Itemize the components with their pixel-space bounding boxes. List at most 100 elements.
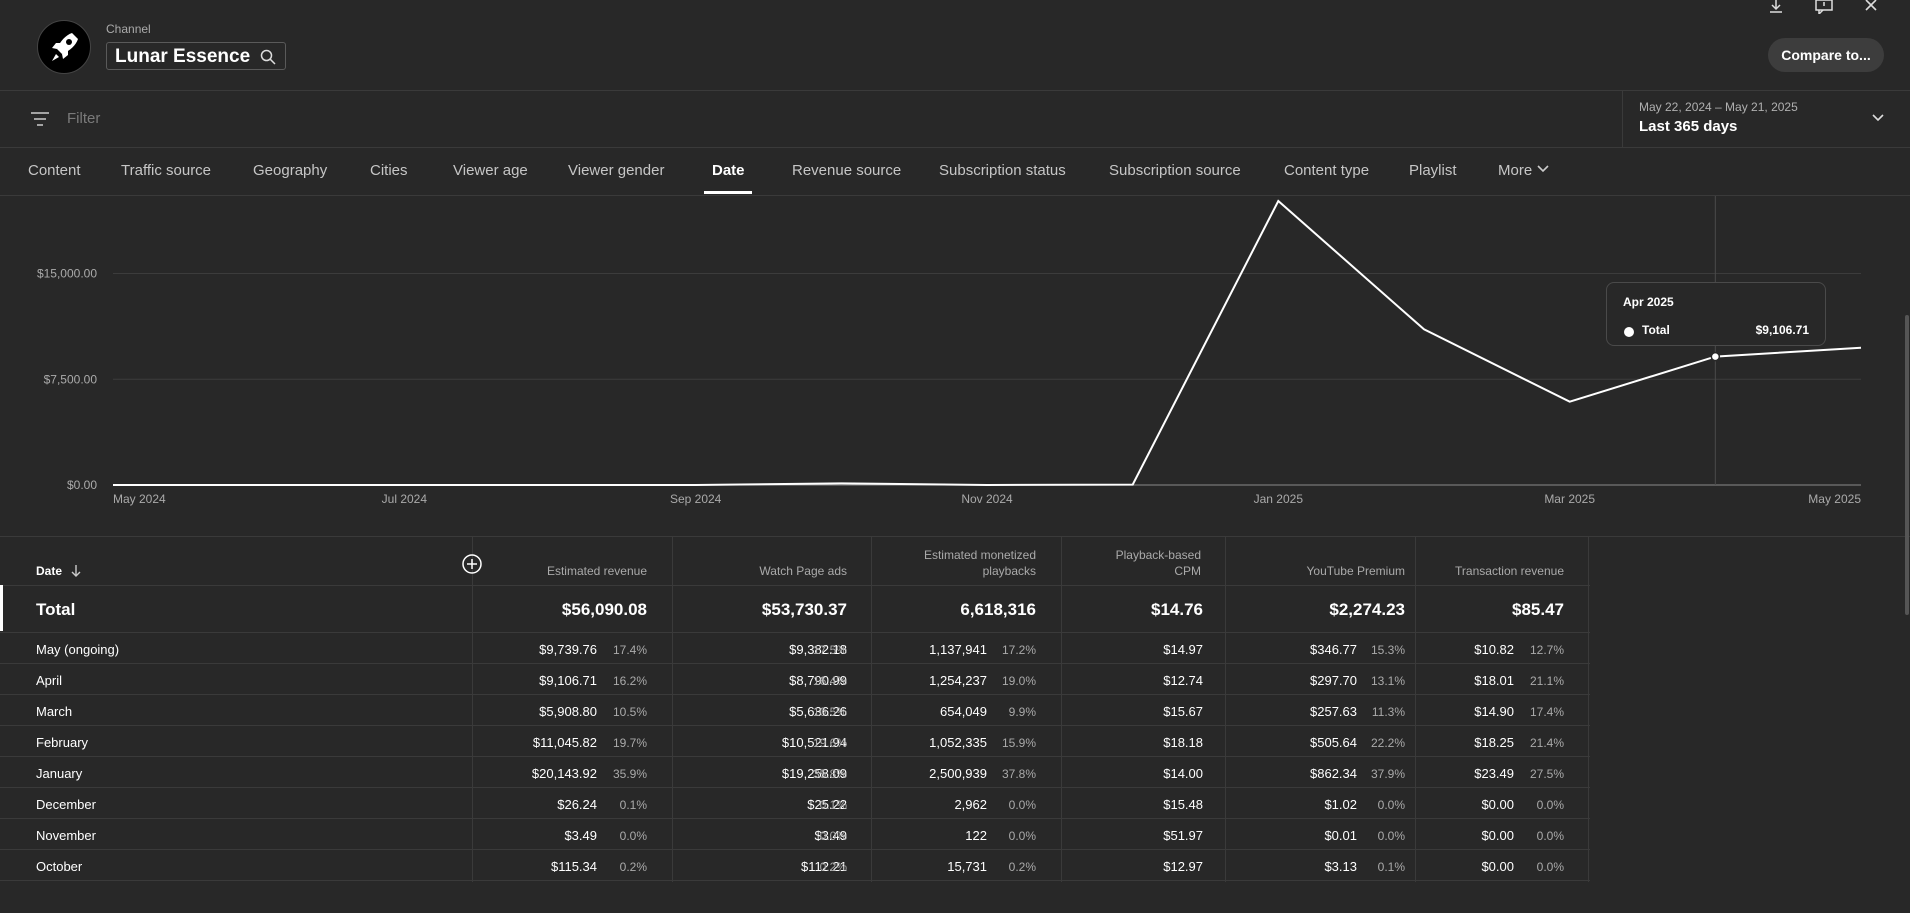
column-header[interactable]: YouTube Premium: [1205, 563, 1406, 579]
revenue-line-chart: $0.00 $7,500.00 $15,000.00 May 2024 Jul 2024…: [37, 196, 1862, 506]
column-divider: [472, 537, 473, 882]
date-period-text: Last 365 days: [1639, 118, 1738, 135]
table-cell-percent: 21.1%: [1529, 674, 1564, 688]
tab-date[interactable]: Date: [712, 162, 745, 179]
total-row-label: Total: [36, 600, 76, 619]
tab-cities[interactable]: Cities: [370, 162, 408, 179]
table-cell-percent: 0.0%: [1536, 860, 1564, 874]
rocket-avatar-icon: [52, 33, 78, 61]
column-header[interactable]: Estimated monetized playbacks: [836, 547, 1036, 579]
table-cell-value: $3.49: [564, 828, 597, 843]
total-value: $53,730.37: [761, 600, 847, 619]
date-column-header[interactable]: Date: [36, 564, 63, 578]
table-cell-percent: 17.4%: [612, 643, 647, 657]
column-header[interactable]: Playback-based CPM: [1001, 547, 1201, 579]
tab-more[interactable]: More: [1498, 162, 1533, 179]
sort-descending-icon[interactable]: [70, 564, 82, 578]
channel-name: Lunar Essence: [115, 46, 251, 67]
compare-to-button[interactable]: Compare to...: [1768, 38, 1884, 72]
table-cell-value: $14.97: [1163, 642, 1203, 657]
row-divider: [0, 849, 1590, 850]
series-dot-icon: [1624, 327, 1634, 337]
tab-content[interactable]: Content: [28, 162, 81, 179]
row-divider: [0, 818, 1590, 819]
total-value: $14.76: [1151, 600, 1203, 619]
search-icon[interactable]: [260, 49, 276, 65]
row-divider: [0, 694, 1590, 695]
table-row-label[interactable]: October: [36, 859, 83, 874]
table-cell-value: $19,258.09: [781, 766, 847, 781]
column-divider: [871, 537, 872, 882]
table-cell-value: $505.64: [1310, 735, 1357, 750]
column-header-line: Estimated monetized: [923, 548, 1036, 562]
table-row-label[interactable]: January: [36, 766, 83, 781]
table-cell-percent: 15.9%: [1001, 736, 1036, 750]
tab-subscription-status[interactable]: Subscription status: [939, 162, 1066, 179]
tooltip-title: Apr 2025: [1623, 295, 1674, 309]
table-cell-value: $0.00: [1481, 859, 1514, 874]
table-cell-value: $1.02: [1324, 797, 1357, 812]
column-divider: [1588, 537, 1589, 882]
table-cell-value: $18.18: [1163, 735, 1203, 750]
total-value: 6,618,316: [960, 600, 1036, 619]
table-cell-percent: 0.2%: [619, 860, 647, 874]
tab-subscription-source[interactable]: Subscription source: [1109, 162, 1241, 179]
table-cell-value: $346.77: [1310, 642, 1357, 657]
column-header-line: YouTube Premium: [1306, 564, 1406, 578]
table-cell-value: $9,739.76: [539, 642, 597, 657]
tab-viewer-age[interactable]: Viewer age: [453, 162, 528, 179]
table-cell-value: $0.00: [1481, 828, 1514, 843]
date-range-selector[interactable]: May 22, 2024 – May 21, 2025 Last 365 day…: [1622, 91, 1910, 147]
filter-icon[interactable]: [30, 110, 50, 128]
table-cell-percent: 12.7%: [1529, 643, 1564, 657]
table-cell-value: $15.67: [1163, 704, 1203, 719]
column-divider: [1061, 537, 1062, 882]
column-header-line: playbacks: [982, 564, 1036, 578]
feedback-icon[interactable]: [1814, 0, 1834, 14]
table-cell-value: $3.49: [814, 828, 847, 843]
table-row-label[interactable]: May (ongoing): [36, 642, 120, 657]
tab-traffic-source[interactable]: Traffic source: [121, 162, 212, 179]
table-row-label[interactable]: December: [36, 797, 96, 812]
table-cell-percent: 16.4%: [812, 674, 847, 688]
hover-point: [1710, 351, 1721, 362]
table-row-label[interactable]: February: [36, 735, 89, 750]
table-cell-percent: 0.0%: [619, 829, 647, 843]
page-scrollbar[interactable]: [1905, 315, 1909, 615]
close-icon[interactable]: [1862, 0, 1882, 14]
table-cell-value: 15,731: [947, 859, 987, 874]
table-row-label[interactable]: November: [36, 828, 96, 843]
tab-content-type[interactable]: Content type: [1284, 162, 1370, 179]
series-line-total[interactable]: [113, 199, 1862, 487]
table-cell-value: $12.74: [1163, 673, 1203, 688]
channel-label: Channel: [106, 22, 151, 36]
table-cell-percent: 35.9%: [612, 767, 647, 781]
table-cell-percent: 0.1%: [819, 798, 847, 812]
y-tick-label: $0.00: [67, 478, 97, 492]
table-row-label[interactable]: March: [36, 704, 73, 719]
tab-geography[interactable]: Geography: [253, 162, 328, 179]
x-tick-label: Mar 2025: [1544, 492, 1595, 506]
filter-input[interactable]: Filter: [67, 110, 101, 127]
column-divider: [1415, 537, 1416, 882]
column-header[interactable]: Estimated revenue: [447, 563, 647, 579]
tab-revenue-source[interactable]: Revenue source: [792, 162, 902, 179]
table-cell-percent: 0.1%: [1377, 860, 1405, 874]
tab-playlist[interactable]: Playlist: [1409, 162, 1457, 179]
table-cell-value: $23.49: [1474, 766, 1514, 781]
table-row-label[interactable]: April: [36, 673, 63, 688]
row-divider: [0, 787, 1590, 788]
table-cell-percent: 19.6%: [812, 736, 847, 750]
channel-avatar[interactable]: [37, 20, 91, 74]
table-cell-percent: 0.0%: [1008, 798, 1036, 812]
y-tick-label: $7,500.00: [44, 372, 98, 386]
table-cell-percent: 15.3%: [1370, 643, 1405, 657]
add-column-icon[interactable]: [462, 554, 482, 574]
column-header[interactable]: Watch Page ads: [647, 563, 847, 579]
channel-picker[interactable]: Lunar Essence: [106, 42, 286, 70]
table-cell-value: $0.01: [1324, 828, 1357, 843]
download-icon[interactable]: [1766, 0, 1786, 14]
tab-viewer-gender[interactable]: Viewer gender: [568, 162, 665, 179]
table-cell-value: $9,382.18: [789, 642, 847, 657]
column-header[interactable]: Transaction revenue: [1364, 563, 1564, 579]
